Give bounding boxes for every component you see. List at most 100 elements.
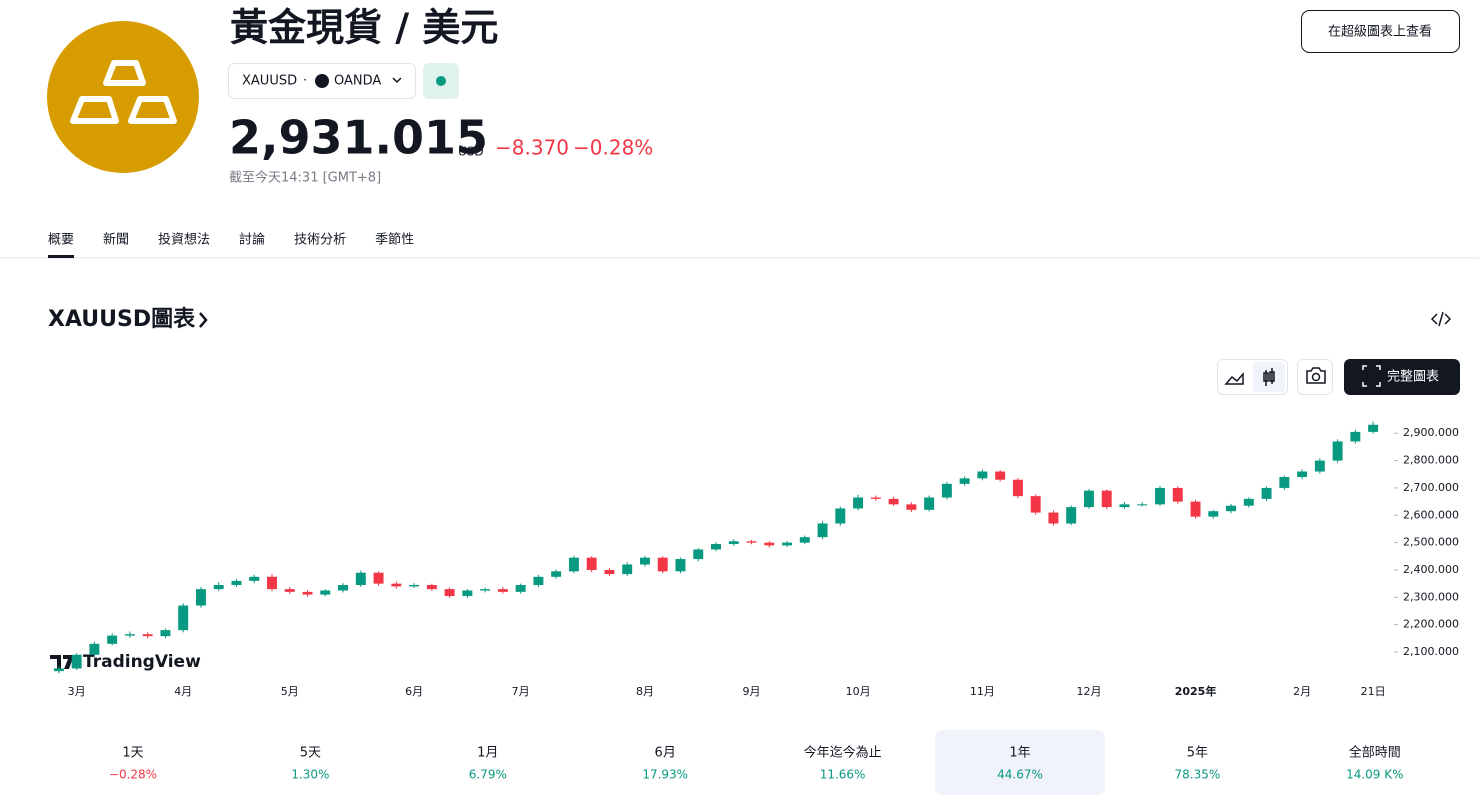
candle-body bbox=[835, 508, 846, 524]
candle-body bbox=[444, 589, 455, 596]
candle-body bbox=[426, 585, 437, 590]
exchange: OANDA bbox=[334, 74, 381, 89]
candle-body bbox=[320, 590, 331, 595]
candle-body bbox=[551, 571, 562, 577]
candle-body bbox=[1368, 424, 1379, 432]
x-tick-label: 21日 bbox=[1361, 685, 1386, 698]
period-label[interactable]: 全部時間 bbox=[1349, 745, 1401, 761]
area-icon[interactable] bbox=[1224, 371, 1244, 385]
tab[interactable]: 季節性 bbox=[375, 233, 414, 248]
candle-body bbox=[1083, 490, 1094, 508]
tab[interactable]: 投資想法 bbox=[158, 232, 210, 248]
tab[interactable]: 新聞 bbox=[103, 232, 129, 248]
candle-body bbox=[142, 634, 153, 637]
candle-body bbox=[924, 497, 935, 510]
candles-selected[interactable] bbox=[1253, 362, 1285, 392]
candle-body bbox=[1172, 487, 1183, 502]
candle-body bbox=[1119, 504, 1130, 508]
candle-body bbox=[231, 580, 242, 586]
candle-body bbox=[1137, 504, 1148, 506]
candle-body bbox=[906, 504, 917, 510]
candle-body bbox=[338, 585, 349, 591]
candle-body bbox=[53, 668, 64, 672]
x-tick-label: 2025年 bbox=[1175, 684, 1217, 698]
candle-body bbox=[728, 541, 739, 544]
candle-body bbox=[107, 635, 118, 644]
x-tick-label: 4月 bbox=[174, 685, 192, 698]
candle-body bbox=[817, 523, 828, 538]
period-change: 44.67% bbox=[997, 768, 1043, 782]
candle-body bbox=[1066, 507, 1077, 524]
candle-body bbox=[267, 576, 277, 590]
candle-body bbox=[711, 544, 721, 550]
watermark: TradingView bbox=[83, 652, 201, 672]
camera-lens bbox=[1311, 372, 1321, 382]
period-change: 6.79% bbox=[469, 768, 507, 782]
period-change: 1.30% bbox=[291, 768, 329, 782]
full-chart-button[interactable] bbox=[1344, 359, 1460, 395]
snapshot-button[interactable] bbox=[1297, 359, 1333, 395]
embed-icon[interactable] bbox=[1430, 311, 1452, 327]
tab[interactable]: 概要 bbox=[48, 233, 74, 248]
candle-body bbox=[959, 478, 970, 484]
candle-body bbox=[1048, 512, 1059, 524]
x-tick-label: 10月 bbox=[846, 685, 871, 698]
candle-body bbox=[497, 589, 508, 592]
period-label[interactable]: 今年迄今為止 bbox=[804, 745, 882, 761]
x-tick-label: 8月 bbox=[636, 685, 654, 698]
tab[interactable]: 討論 bbox=[239, 232, 265, 248]
y-tick-label: 2,400.000 bbox=[1403, 563, 1459, 576]
candle-body bbox=[1243, 498, 1254, 506]
candle-body bbox=[1012, 479, 1023, 497]
price-change-percent: −0.28% bbox=[573, 136, 653, 160]
period-label[interactable]: 1年 bbox=[1009, 746, 1030, 761]
period-change: 78.35% bbox=[1175, 768, 1221, 782]
page-title: 黃金現貨 / 美元 bbox=[230, 6, 498, 50]
period-label[interactable]: 6月 bbox=[655, 746, 676, 761]
period-label[interactable]: 5天 bbox=[300, 746, 321, 761]
section-title[interactable]: XAUUSD圖表 bbox=[48, 307, 196, 332]
y-tick-label: 2,700.000 bbox=[1403, 481, 1459, 494]
period-label[interactable]: 5年 bbox=[1187, 746, 1208, 761]
x-tick-label: 7月 bbox=[512, 685, 530, 698]
period-change: 17.93% bbox=[642, 768, 688, 782]
price: 2,931.015 bbox=[229, 111, 488, 165]
candle-body bbox=[391, 583, 402, 587]
candle-body bbox=[1332, 441, 1343, 461]
candle-body bbox=[160, 630, 171, 637]
timestamp: 截至今天14:31 [GMT+8] bbox=[229, 170, 381, 186]
candle-body bbox=[1314, 460, 1325, 472]
symbol: XAUUSD bbox=[242, 74, 297, 89]
x-tick-label: 11月 bbox=[970, 685, 995, 698]
selected-period-bg bbox=[935, 730, 1105, 795]
candle-body bbox=[888, 498, 899, 505]
candle-body bbox=[71, 654, 82, 669]
candle-body bbox=[1226, 505, 1237, 512]
candle-body bbox=[373, 572, 384, 584]
candle-body bbox=[124, 634, 135, 636]
candle-body bbox=[1279, 477, 1290, 488]
candle-icon bbox=[1263, 368, 1275, 386]
candle-body bbox=[657, 557, 668, 572]
x-tick-label: 3月 bbox=[68, 685, 86, 698]
supercharts-button[interactable] bbox=[1301, 10, 1460, 53]
x-tick-label: 5月 bbox=[281, 685, 299, 698]
supercharts-button-label: 在超級圖表上查看 bbox=[1328, 24, 1432, 40]
period-label[interactable]: 1天 bbox=[122, 746, 143, 761]
candle-body bbox=[853, 497, 864, 509]
currency: USD bbox=[458, 145, 484, 159]
candle-body bbox=[515, 585, 526, 592]
period-change: −0.28% bbox=[109, 768, 157, 782]
candle-body bbox=[870, 497, 881, 499]
tab[interactable]: 技術分析 bbox=[294, 233, 346, 248]
candle-body bbox=[1101, 490, 1112, 508]
candle-body bbox=[941, 483, 952, 498]
candle-body bbox=[213, 585, 224, 590]
market-open-dot bbox=[436, 76, 446, 86]
period-label[interactable]: 1月 bbox=[477, 746, 498, 761]
tab-active-underline bbox=[48, 255, 75, 258]
candle-body bbox=[568, 557, 579, 572]
chevron bbox=[392, 77, 402, 84]
gold-bars-icon bbox=[70, 60, 177, 124]
